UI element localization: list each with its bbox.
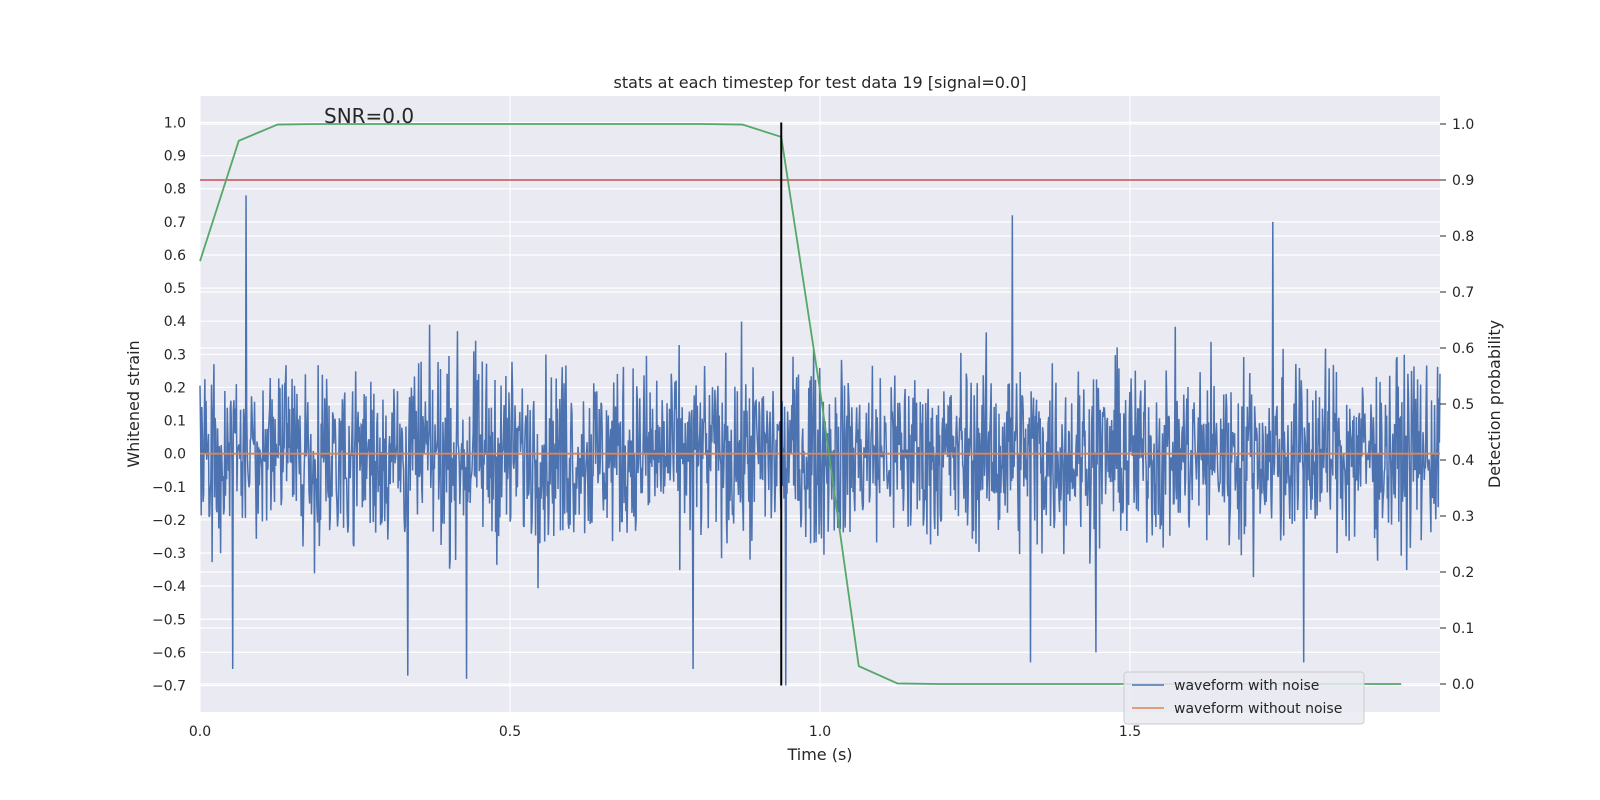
y2-tick-label: 0.4 (1452, 453, 1474, 469)
y2-axis-label: Detection probability (1485, 320, 1504, 488)
legend: waveform with noise waveform without noi… (1123, 671, 1365, 725)
y-tick-label: −0.6 (152, 645, 186, 661)
legend-label-noise: waveform with noise (1174, 678, 1319, 694)
y2-tick-label: 1.0 (1452, 117, 1474, 133)
x-tick-label: 1.0 (809, 724, 831, 740)
y-tick-label: 0.6 (164, 248, 186, 264)
series-layer (199, 195, 1441, 686)
y-tick-label: −0.7 (152, 679, 186, 695)
y2-tick-label: 0.7 (1452, 285, 1474, 301)
y-tick-label: −0.3 (152, 546, 186, 562)
y-tick-label: 0.0 (164, 447, 186, 463)
y-tick-label: 0.1 (164, 414, 186, 430)
y-tick-label: −0.4 (152, 579, 186, 595)
y-tick-label: 0.3 (164, 347, 186, 363)
y-tick-label: −0.1 (152, 480, 186, 496)
y2-tick-label: 0.5 (1452, 397, 1474, 413)
y2-tick-label: 0.0 (1452, 677, 1474, 693)
y-tick-label: 0.4 (164, 314, 186, 330)
y2-tick-label: 0.8 (1452, 229, 1474, 245)
x-tick-label: 0.0 (189, 724, 211, 740)
y-axis-label: Whitened strain (124, 340, 143, 467)
y-tick-label: 0.9 (164, 149, 186, 165)
y2-tick-label: 0.9 (1452, 173, 1474, 189)
y-tick-label: −0.5 (152, 612, 186, 628)
x-tick-label: 1.5 (1119, 724, 1141, 740)
y-tick-label: −0.2 (152, 513, 186, 529)
y-tick-label: 1.0 (164, 115, 186, 131)
x-axis-label: Time (s) (786, 745, 852, 764)
y-tick-label: 0.2 (164, 380, 186, 396)
y2-tick-label: 0.3 (1452, 509, 1474, 525)
legend-label-clean: waveform without noise (1174, 701, 1342, 717)
y2-tick-label: 0.2 (1452, 565, 1474, 581)
legend-box (1123, 671, 1365, 725)
x-tick-label: 0.5 (499, 724, 521, 740)
y-tick-label: 0.5 (164, 281, 186, 297)
y-tick-label: 0.8 (164, 182, 186, 198)
chart-title: stats at each timestep for test data 19 … (614, 73, 1027, 92)
ticks: 0.0 0.5 1.0 1.5 1.0 0.9 0.8 0.7 0.6 0.5 0.4 0.3 0.2 0… (152, 115, 1474, 740)
y2-tick-label: 0.6 (1452, 341, 1474, 357)
y-tick-label: 0.7 (164, 215, 186, 231)
series-line-waveform-with-noise (199, 195, 1441, 686)
y2-tick-label: 0.1 (1452, 621, 1474, 637)
snr-annotation: SNR=0.0 (324, 104, 414, 128)
